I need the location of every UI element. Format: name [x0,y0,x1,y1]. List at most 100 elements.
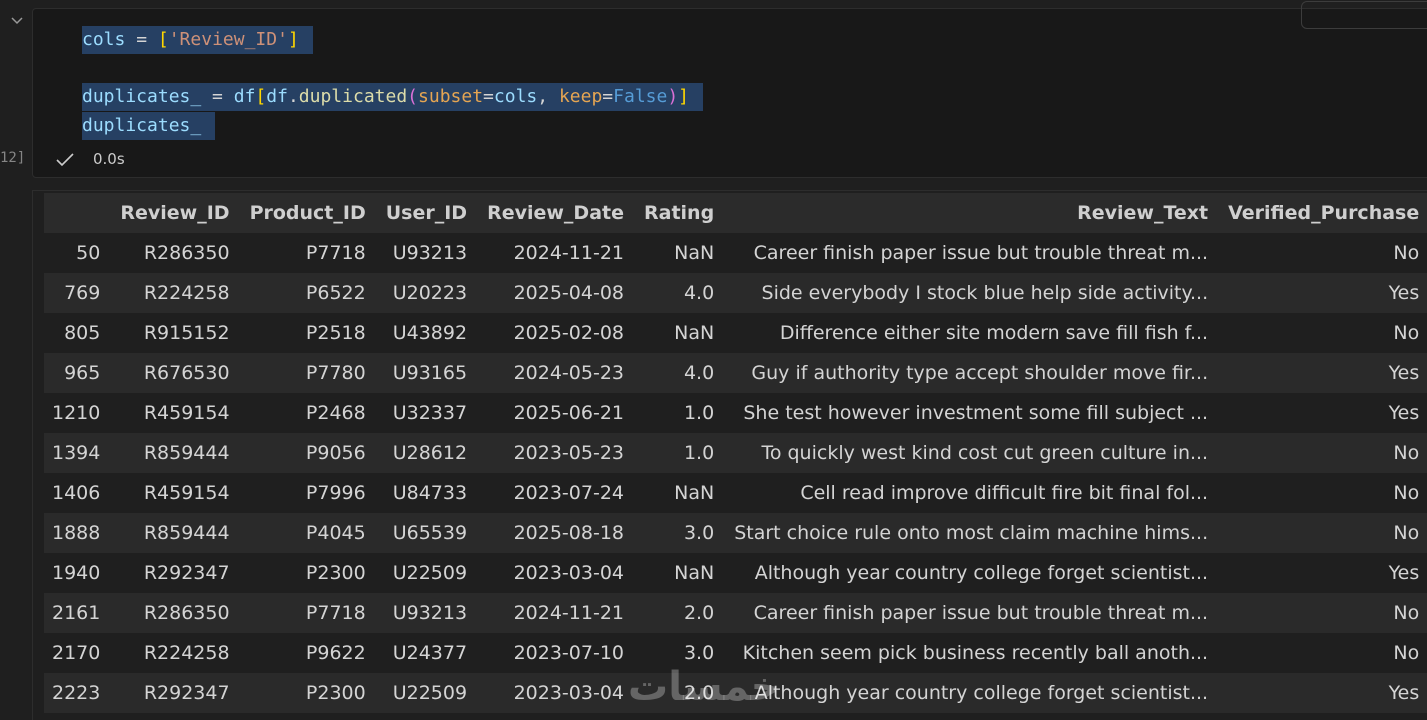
output-area [32,190,1427,720]
code-editor[interactable]: cols = ['Review_ID'] duplicates_ = df[df.… [82,26,704,140]
table-cell: She test however investment some fill su… [726,393,1221,433]
row-index: 965 [44,353,113,393]
table-cell: 1.0 [636,433,727,473]
row-index: 805 [44,313,113,353]
code-token: ] [678,86,690,107]
column-header: Review_Date [479,193,636,233]
code-token: ) [667,86,679,107]
collapse-chevron[interactable] [0,8,30,38]
table-cell: P2468 [241,393,378,433]
table-cell: 2023-03-04 [479,673,636,713]
table-cell: No [1220,433,1427,473]
table-cell: 2023-05-23 [479,433,636,473]
table-cell: No [1220,513,1427,553]
table-cell: Career finish paper issue but trouble th… [726,233,1221,273]
code-line: duplicates_ = df[df.duplicated(subset=co… [82,83,704,112]
table-row: 769 R224258 P6522 U20223 2025-04-08 4.0 Side e… [44,273,1427,313]
table-cell: R224258 [112,273,242,313]
table-cell: Although year country college forget sci… [726,673,1221,713]
table-cell: P9056 [241,433,378,473]
table-cell: R459154 [112,393,242,433]
table-row: 1888 R859444 P4045 U65539 2025-08-18 3.0 Start… [44,513,1427,553]
column-header [44,193,113,233]
table-cell: 2025-06-21 [479,393,636,433]
code-token: keep [558,86,603,107]
code-token: = [602,86,614,107]
table-cell: Start choice rule onto most claim machin… [726,513,1221,553]
table-cell: 4.0 [636,353,727,393]
table-cell: P2518 [241,313,378,353]
table-cell: U93213 [377,593,480,633]
code-token: duplicates_ [82,86,202,107]
table-cell: P7996 [241,473,378,513]
selection: cols = ['Review_ID'] [82,26,313,54]
table-cell: R286350 [112,593,242,633]
code-token: = [483,86,494,107]
table-cell: NaN [636,233,727,273]
table-cell: Yes [1220,393,1427,433]
table-cell: Yes [1220,273,1427,313]
table-cell: 2025-04-08 [479,273,636,313]
table-cell: U24377 [377,633,480,673]
table-cell: R459154 [112,473,242,513]
table-cell: R859444 [112,513,242,553]
table-row: 1406 R459154 P7996 U84733 2023-07-24 NaN Cell … [44,473,1427,513]
table-cell: No [1220,313,1427,353]
row-index: 50 [44,233,113,273]
column-header: Rating [636,193,727,233]
row-index: 1394 [44,433,113,473]
table-cell: Yes [1220,673,1427,713]
code-token: cols [493,86,538,107]
table-row: 1210 R459154 P2468 U32337 2025-06-21 1.0 She t… [44,393,1427,433]
table-cell: To quickly west kind cost cut green cult… [726,433,1221,473]
table-cell: 2024-05-23 [479,353,636,393]
table-cell: U93165 [377,353,480,393]
table-cell: Difference either site modern save fill … [726,313,1221,353]
column-header: Review_Text [726,193,1221,233]
execution-duration: 0.0s [93,150,125,168]
table-row: 2170 R224258 P9622 U24377 2023-07-10 3.0 Kitch… [44,633,1427,673]
table-cell: 2025-08-18 [479,513,636,553]
table-cell: U93213 [377,233,480,273]
success-check [56,153,74,167]
row-index: 2223 [44,673,113,713]
code-token: df [266,86,288,107]
table-cell: R286350 [112,233,242,273]
table-row: 2161 R286350 P7718 U93213 2024-11-21 2.0 Caree… [44,593,1427,633]
table-cell: R292347 [112,673,242,713]
code-token: cols [82,29,126,50]
table-cell: P9622 [241,633,378,673]
table-cell: NaN [636,313,727,353]
table-cell: P2300 [241,673,378,713]
table-cell: P7718 [241,233,378,273]
code-line [82,55,703,84]
table-row: 1940 R292347 P2300 U22509 2023-03-04 NaN Altho… [44,553,1427,593]
table-cell: U22509 [377,673,480,713]
code-token: 'Review_ID' [168,29,288,50]
column-header: Product_ID [241,193,378,233]
table-cell: NaN [636,473,727,513]
table-cell: Guy if authority type accept shoulder mo… [726,353,1221,393]
table-cell: Side everybody I stock blue help side ac… [726,273,1221,313]
table-cell: U28612 [377,433,480,473]
code-token: , [537,86,559,107]
table-row: 965 R676530 P7780 U93165 2024-05-23 4.0 Guy if… [44,353,1427,393]
code-token: . [287,86,299,107]
code-token: duplicated [298,86,408,107]
code-token: duplicates_ [82,114,202,136]
cell-toolbar[interactable] [1301,1,1427,29]
table-cell: U22509 [377,553,480,593]
table-cell: No [1220,233,1427,273]
dataframe-table: Review_ID Product_ID User_ID Review_Date Rat… [44,193,1427,713]
table-cell: P6522 [241,273,378,313]
table-cell: R224258 [112,633,242,673]
table-cell: NaN [636,553,727,593]
table-cell: 2024-11-21 [479,593,636,633]
row-index: 2161 [44,593,113,633]
column-header: Verified_Purchase [1220,193,1427,233]
table-cell: U43892 [377,313,480,353]
table-cell: P2300 [241,553,378,593]
selection: duplicates_ = df[df.duplicated(subset=co… [82,83,704,111]
table-cell: U32337 [377,393,480,433]
